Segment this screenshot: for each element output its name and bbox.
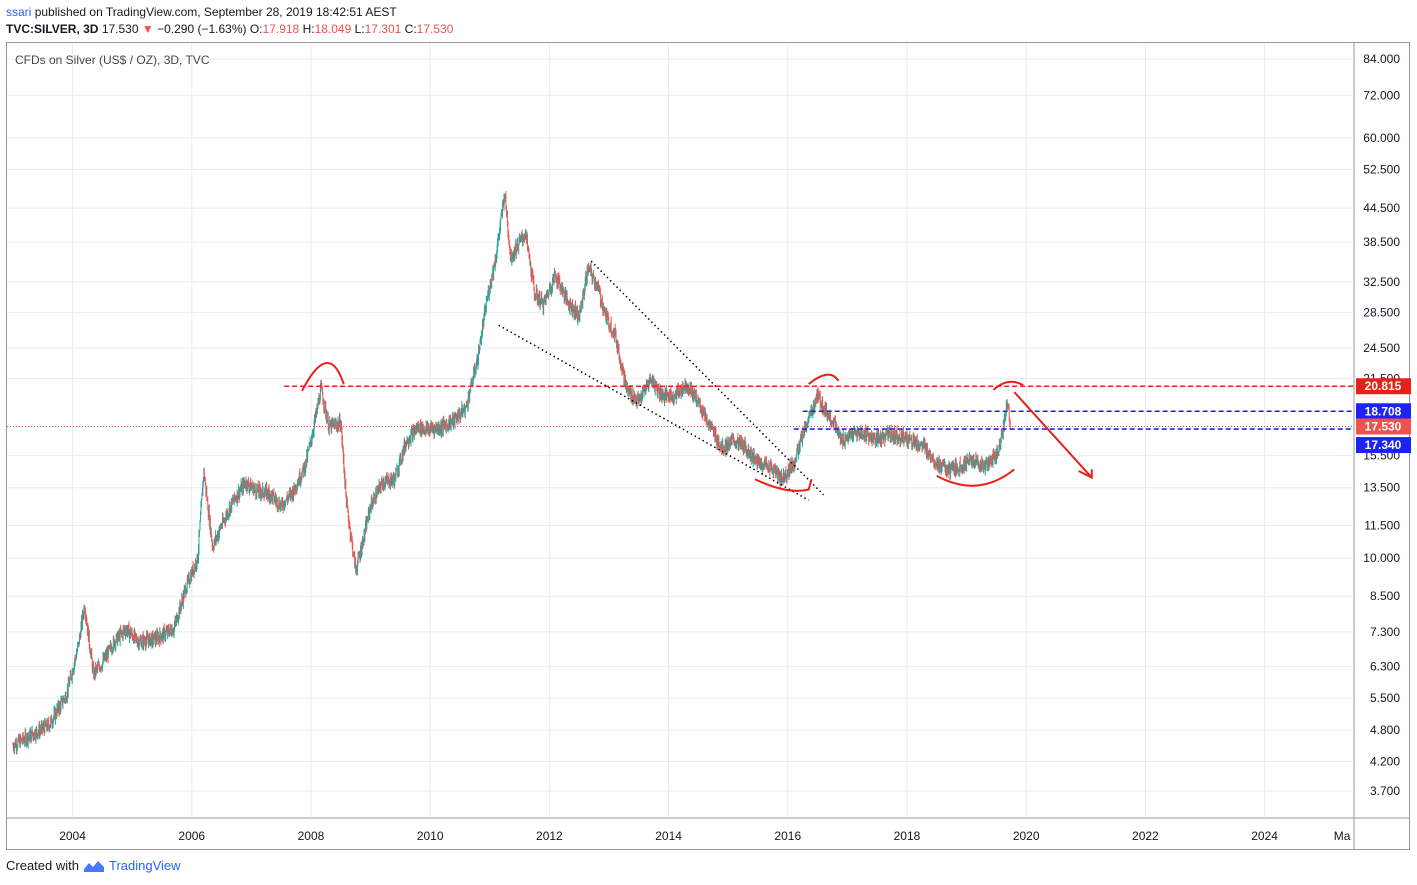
x-tick-label: 2024	[1251, 829, 1278, 843]
price-label-bg-17.340	[1356, 437, 1411, 454]
y-tick-label: 4.800	[1370, 723, 1400, 737]
x-tick-label: 2016	[774, 829, 801, 843]
low-value: 17.301	[364, 22, 402, 36]
created-with-text: Created with	[6, 858, 79, 873]
y-tick-label: 10.000	[1363, 551, 1400, 565]
x-tick-label: 2022	[1132, 829, 1159, 843]
symbol-info: TVC:SILVER, 3D 17.530 ▼ −0.290 (−1.63%) …	[6, 21, 453, 38]
projection-arrow-line	[1013, 391, 1093, 479]
x-tick-label: 2014	[655, 829, 682, 843]
y-tick-label: 11.500	[1364, 518, 1400, 532]
y-tick-label: 60.000	[1363, 131, 1400, 145]
trendline-lower	[498, 324, 810, 501]
price-label-bg-20.815	[1356, 378, 1411, 395]
price-label-17.530: 17.530	[1365, 420, 1402, 434]
price-series	[12, 190, 1012, 755]
price-label-18.708: 18.708	[1365, 404, 1402, 418]
y-tick-label: 24.500	[1363, 341, 1400, 355]
x-tick-label: 2018	[894, 829, 921, 843]
y-tick-label: 38.500	[1363, 235, 1400, 249]
x-tick-label: Ma	[1334, 829, 1351, 843]
close-value: 17.530	[416, 22, 454, 36]
high-label: H:	[302, 22, 315, 36]
y-tick-label: 32.500	[1363, 275, 1400, 289]
price-label-bg-18.708	[1356, 403, 1411, 420]
x-tick-label: 2004	[59, 829, 86, 843]
high-value: 18.049	[314, 22, 352, 36]
y-tick-label: 6.300	[1370, 659, 1400, 673]
x-tick-label: 2008	[298, 829, 325, 843]
tradingview-link[interactable]: TradingView	[108, 858, 181, 873]
tradingview-logo-icon	[83, 860, 104, 872]
y-tick-label: 13.500	[1363, 481, 1400, 495]
symbol-label: TVC:SILVER, 3D	[6, 22, 99, 36]
y-tick-label: 8.500	[1370, 589, 1400, 603]
y-tick-label: 4.200	[1370, 754, 1400, 768]
price-label-20.815: 20.815	[1365, 379, 1402, 393]
price-label-bg-17.530	[1356, 418, 1411, 435]
instrument-title: CFDs on Silver (US$ / OZ), 3D, TVC	[15, 53, 210, 67]
y-tick-label: 52.500	[1363, 162, 1400, 176]
y-tick-label: 84.000	[1363, 52, 1400, 66]
x-tick-label: 2012	[536, 829, 563, 843]
x-tick-label: 2020	[1013, 829, 1040, 843]
chart-header: ssari published on TradingView.com, Sept…	[6, 4, 453, 38]
y-tick-label: 72.000	[1363, 88, 1400, 102]
publish-text: published on TradingView.com, September …	[34, 5, 397, 19]
last-price: 17.530	[101, 22, 139, 36]
top-arc-2019	[992, 380, 1024, 391]
top-arc-2016	[808, 373, 840, 385]
bottom-arc-2018	[936, 468, 1015, 487]
price-change: −0.290 (−1.63%)	[157, 22, 247, 36]
y-tick-label: 7.300	[1370, 625, 1400, 639]
projection-arrow-head	[1078, 469, 1093, 480]
y-tick-label: 5.500	[1370, 691, 1400, 705]
x-tick-label: 2006	[178, 829, 205, 843]
y-tick-label: 3.700	[1370, 784, 1400, 798]
footer: Created with TradingView	[6, 858, 181, 873]
top-arc-2008	[301, 362, 345, 392]
x-tick-label: 2010	[417, 829, 444, 843]
publish-info: ssari published on TradingView.com, Sept…	[6, 4, 453, 21]
y-tick-label: 28.500	[1363, 306, 1400, 320]
author-name[interactable]: ssari	[6, 5, 32, 19]
y-tick-label: 44.500	[1363, 201, 1400, 215]
low-label: L:	[354, 22, 365, 36]
open-value: 17.918	[262, 22, 300, 36]
trendline-upper	[590, 260, 825, 496]
bottom-arc-2015	[754, 478, 813, 492]
price-label-17.340: 17.340	[1365, 438, 1402, 452]
down-arrow-icon: ▼	[141, 22, 154, 36]
close-label: C:	[404, 22, 417, 36]
open-label: O:	[249, 22, 263, 36]
